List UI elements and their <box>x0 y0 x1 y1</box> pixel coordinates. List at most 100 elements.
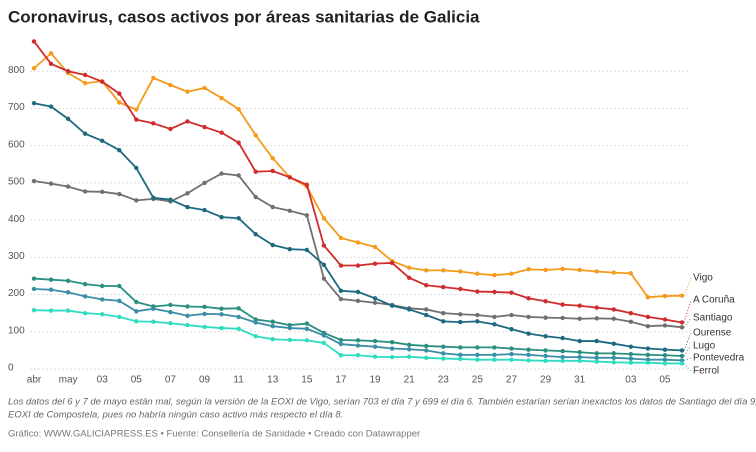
data-point <box>560 335 565 341</box>
data-point <box>270 156 275 161</box>
data-point <box>48 277 54 282</box>
data-point <box>594 269 599 274</box>
data-point <box>253 169 258 174</box>
data-point <box>82 310 88 316</box>
data-point <box>185 322 190 328</box>
data-point <box>406 265 412 270</box>
data-point <box>270 168 275 174</box>
data-point <box>338 353 344 358</box>
data-point <box>48 308 54 313</box>
data-point <box>543 334 548 339</box>
data-point <box>304 247 310 253</box>
data-point <box>492 352 497 358</box>
data-point <box>355 343 361 348</box>
x-tick-label: 25 <box>472 375 484 386</box>
y-tick-label: 700 <box>8 102 25 113</box>
data-point <box>492 357 497 362</box>
series-label: Ferrol <box>693 366 719 377</box>
x-tick-label: 03 <box>625 375 637 386</box>
data-point <box>65 278 71 283</box>
data-point <box>458 312 463 317</box>
data-point <box>321 216 327 221</box>
data-point <box>458 352 463 358</box>
data-point <box>611 355 616 361</box>
data-point <box>458 356 463 362</box>
data-point <box>82 189 88 194</box>
data-point <box>492 273 497 278</box>
series-line <box>33 40 683 324</box>
data-point <box>662 353 668 358</box>
data-point <box>458 286 463 292</box>
data-point <box>372 354 378 359</box>
y-tick-label: 300 <box>8 251 25 262</box>
data-point <box>31 178 37 184</box>
data-point <box>526 296 531 301</box>
data-point <box>338 288 344 294</box>
data-point <box>202 207 207 213</box>
label-leader <box>683 363 692 372</box>
data-point <box>389 260 395 266</box>
data-point <box>185 204 190 210</box>
note: Los datos del 6 y 7 de mayo están mal, s… <box>8 397 756 408</box>
x-tick-label: 27 <box>506 375 518 386</box>
series-label: A Coruña <box>693 295 735 306</box>
data-point <box>560 358 565 364</box>
data-point <box>236 326 241 331</box>
data-point <box>321 276 327 281</box>
data-point <box>270 323 275 329</box>
y-tick-label: 500 <box>8 177 25 188</box>
data-point <box>338 263 344 268</box>
data-point <box>355 289 361 295</box>
series-line <box>33 52 683 299</box>
data-point <box>424 312 429 318</box>
data-point <box>577 350 582 355</box>
data-point <box>134 309 139 314</box>
data-point <box>441 268 446 273</box>
data-point <box>679 361 685 366</box>
data-point <box>406 275 412 281</box>
label-leader <box>683 277 692 296</box>
data-point <box>543 299 548 304</box>
data-point <box>509 290 514 295</box>
data-point <box>560 354 565 360</box>
data-point <box>406 342 412 348</box>
data-point <box>543 348 548 353</box>
label-leader <box>683 357 692 361</box>
x-tick-label: 11 <box>233 375 244 386</box>
data-point <box>65 308 71 313</box>
data-point <box>117 100 122 105</box>
label-leader <box>683 317 692 328</box>
data-point <box>628 351 634 357</box>
series-label: Lugo <box>693 341 716 352</box>
data-point <box>151 306 156 311</box>
series-label: Vigo <box>693 273 713 284</box>
data-point <box>270 337 275 342</box>
data-point <box>577 303 582 308</box>
data-point <box>185 89 190 94</box>
data-point <box>594 305 599 310</box>
data-point <box>389 340 395 345</box>
x-tick-label: 19 <box>369 375 381 386</box>
data-point <box>134 299 139 305</box>
y-tick-label: 800 <box>8 65 25 76</box>
data-point <box>372 300 378 305</box>
data-point <box>594 355 599 361</box>
label-leader <box>683 332 692 351</box>
data-point <box>219 214 224 220</box>
series-label: Ourense <box>693 328 732 339</box>
data-point <box>151 195 156 200</box>
source: Gráfico: WWW.GALICIAPRESS.ES • Fuente: C… <box>8 429 420 440</box>
data-point <box>662 361 668 366</box>
data-point <box>628 271 634 276</box>
data-point <box>441 310 446 316</box>
chart-title: Coronavirus, casos activos por áreas san… <box>8 7 480 26</box>
x-tick-label: 23 <box>438 375 450 386</box>
data-point <box>151 319 156 324</box>
x-tick-label: may <box>59 375 78 386</box>
series-label: Santiago <box>693 313 733 324</box>
data-point <box>236 314 241 320</box>
data-point <box>526 347 531 352</box>
data-point <box>628 356 634 361</box>
data-point <box>185 304 190 309</box>
data-point <box>219 171 224 176</box>
